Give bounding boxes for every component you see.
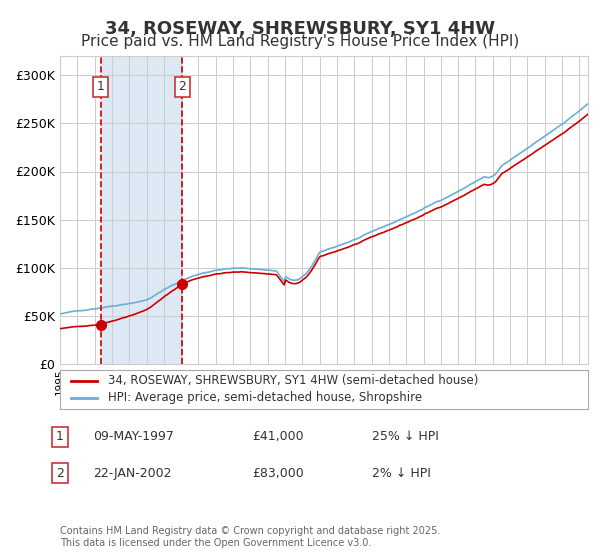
Text: 2% ↓ HPI: 2% ↓ HPI — [372, 466, 431, 480]
Bar — [101, 56, 182, 364]
Text: 1: 1 — [97, 80, 104, 94]
Text: 22-JAN-2002: 22-JAN-2002 — [93, 466, 172, 480]
Text: £83,000: £83,000 — [252, 466, 304, 480]
Text: 34, ROSEWAY, SHREWSBURY, SY1 4HW (semi-detached house): 34, ROSEWAY, SHREWSBURY, SY1 4HW (semi-d… — [107, 374, 478, 387]
Text: Contains HM Land Registry data © Crown copyright and database right 2025.
This d: Contains HM Land Registry data © Crown c… — [60, 526, 440, 548]
Text: 09-MAY-1997: 09-MAY-1997 — [93, 430, 174, 444]
Text: 25% ↓ HPI: 25% ↓ HPI — [372, 430, 439, 444]
Text: Price paid vs. HM Land Registry's House Price Index (HPI): Price paid vs. HM Land Registry's House … — [81, 34, 519, 49]
Text: £41,000: £41,000 — [252, 430, 304, 444]
Text: 2: 2 — [56, 466, 64, 480]
Text: 1: 1 — [56, 430, 64, 444]
Text: 2: 2 — [178, 80, 186, 94]
Text: 34, ROSEWAY, SHREWSBURY, SY1 4HW: 34, ROSEWAY, SHREWSBURY, SY1 4HW — [105, 20, 495, 38]
Text: HPI: Average price, semi-detached house, Shropshire: HPI: Average price, semi-detached house,… — [107, 391, 422, 404]
